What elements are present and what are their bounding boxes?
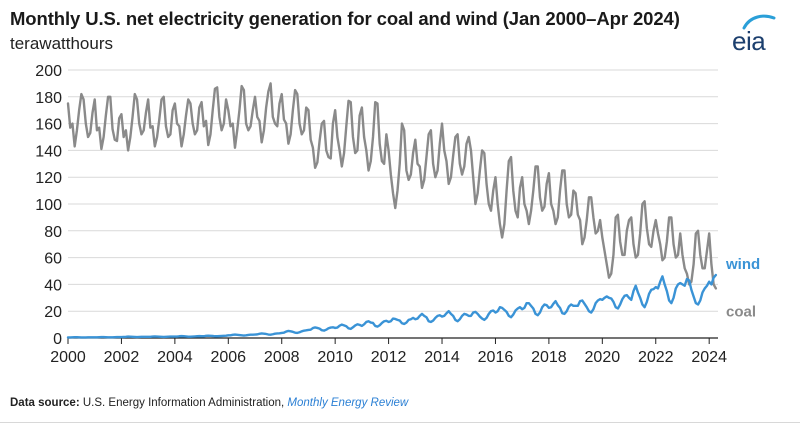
x-tick-label: 2004 [157, 349, 193, 366]
line-chart: 0 20 40 60 80 100 120 140 160 180 200 2000 2002 2004 2… [35, 63, 760, 366]
x-tick-label: 2022 [638, 349, 674, 366]
series-line-wind [66, 273, 718, 339]
series-label-wind: wind [725, 256, 760, 273]
y-tick-label: 140 [35, 143, 62, 160]
x-tick-label: 2018 [531, 349, 567, 366]
logo-arc-icon [742, 14, 776, 30]
source-organization: U.S. Energy Information Administration, [82, 397, 285, 409]
y-axis-units-label: terawatthours [10, 34, 113, 53]
x-tick-label: 2008 [264, 349, 300, 366]
y-tick-label: 160 [35, 117, 62, 134]
data-source-note: Data source: U.S. Energy Information Adm… [10, 397, 408, 409]
y-tick-label: 40 [44, 277, 62, 294]
x-tick-label: 2010 [317, 349, 353, 366]
y-tick-label: 60 [44, 251, 62, 268]
series-line-coal [66, 82, 718, 290]
series-label-coal: coal [726, 303, 756, 320]
y-tick-label: 200 [35, 63, 62, 80]
x-tick-label: 2012 [371, 349, 407, 366]
x-tick-label: 2020 [585, 349, 621, 366]
source-publication-link[interactable]: Monthly Energy Review [287, 397, 409, 409]
source-label: Data source: [10, 397, 80, 409]
logo-text: eia [732, 26, 766, 56]
y-tick-label: 0 [53, 331, 62, 348]
y-tick-label: 80 [44, 224, 62, 241]
x-tick-label: 2006 [210, 349, 246, 366]
x-tick-label: 2016 [478, 349, 514, 366]
x-tick-label: 2014 [424, 349, 460, 366]
x-tick-label: 2000 [50, 349, 86, 366]
chart-title: Monthly U.S. net electricity generation … [10, 8, 680, 29]
x-tick-label: 2002 [104, 349, 140, 366]
y-tick-label: 100 [35, 197, 62, 214]
eia-logo: eia [732, 12, 778, 56]
y-tick-label: 20 [44, 304, 62, 321]
y-tick-label: 120 [35, 170, 62, 187]
footer-divider [0, 422, 800, 423]
y-tick-label: 180 [35, 90, 62, 107]
x-tick-label: 2024 [691, 349, 727, 366]
